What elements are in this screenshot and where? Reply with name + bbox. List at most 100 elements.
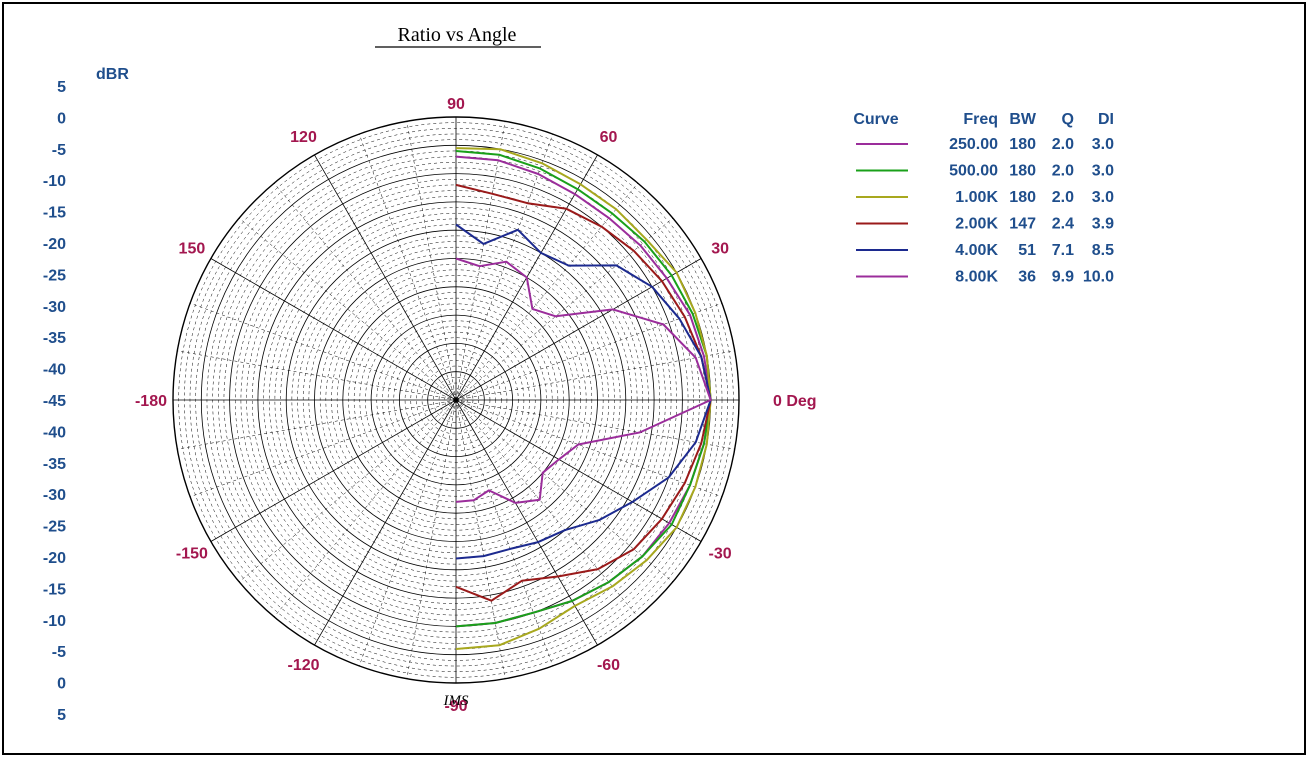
- radial-tick-label: -35: [43, 456, 66, 473]
- legend-q: 2.0: [1052, 189, 1074, 206]
- legend-header: Freq: [963, 111, 998, 128]
- angle-label: -120: [287, 657, 319, 674]
- legend-freq: 4.00K: [955, 242, 998, 259]
- radial-unit-label: dBR: [96, 66, 129, 83]
- legend-freq: 1.00K: [955, 189, 998, 206]
- angle-label: 90: [447, 96, 465, 113]
- spoke-minor: [358, 133, 457, 401]
- angle-label: -30: [709, 546, 732, 563]
- spoke-major: [314, 399, 457, 646]
- spoke-minor: [177, 399, 457, 450]
- radial-tick-label: -25: [43, 267, 66, 284]
- legend-freq: 8.00K: [955, 269, 998, 286]
- legend-table: Curve Freq BW Q DI 250.00 180 2.0 3.0 500.00 180 2.…: [853, 111, 1114, 286]
- curve-500.00: [455, 150, 712, 628]
- legend-di: 10.0: [1083, 269, 1114, 286]
- radial-tick-label: -10: [43, 173, 66, 190]
- curve-2.00K: [455, 183, 712, 602]
- polar-chart: Ratio vs Angle 0 Deg306090120150-180-150…: [43, 24, 1114, 724]
- spoke-minor: [455, 399, 639, 617]
- radial-tick-label: -5: [52, 644, 66, 661]
- angle-label: -180: [135, 393, 167, 410]
- spoke-minor: [358, 399, 457, 667]
- angle-label: 30: [711, 241, 729, 258]
- spoke-minor: [239, 217, 457, 401]
- angle-label: -150: [176, 546, 208, 563]
- legend-q: 2.0: [1052, 136, 1074, 153]
- spoke-minor: [406, 121, 457, 401]
- spoke-minor: [455, 302, 723, 401]
- spoke-minor: [455, 183, 639, 401]
- angle-label: 0 Deg: [773, 393, 817, 410]
- legend-di: 3.0: [1092, 136, 1114, 153]
- radial-tick-label: 0: [57, 110, 66, 127]
- radial-tick-label: 0: [57, 676, 66, 693]
- radial-tick-label: -40: [43, 362, 66, 379]
- spoke-minor: [273, 183, 457, 401]
- spoke-minor: [189, 399, 457, 498]
- curve-1.00K: [455, 147, 712, 650]
- legend-freq: 2.00K: [955, 216, 998, 233]
- legend-bw: 36: [1018, 269, 1036, 286]
- spoke-minor: [455, 133, 554, 401]
- radial-tick-label: -5: [52, 142, 66, 159]
- legend-header: Curve: [853, 111, 898, 128]
- angle-label: 60: [600, 129, 618, 146]
- spoke-minor: [273, 399, 457, 617]
- watermark: IMS: [443, 693, 469, 709]
- curves: [455, 147, 712, 650]
- radial-tick-label: -20: [43, 236, 66, 253]
- axis-labels: 0 Deg 30 60 90 120 150 -180 -150 -120 -90 -60 -30: [135, 96, 817, 715]
- radial-tick-label: -45: [43, 393, 66, 410]
- radial-tick-label: -35: [43, 330, 66, 347]
- legend-bw: 180: [1009, 189, 1036, 206]
- spoke-minor: [455, 399, 723, 498]
- legend-freq: 500.00: [949, 163, 998, 180]
- radial-tick-label: -20: [43, 550, 66, 567]
- curve-8.00K: [455, 257, 712, 504]
- curve-250.00: [455, 155, 712, 628]
- spoke-minor: [455, 217, 673, 401]
- spoke-minor: [406, 399, 457, 679]
- spoke-minor: [239, 399, 457, 583]
- legend-header: BW: [1009, 111, 1037, 128]
- legend-bw: 180: [1009, 163, 1036, 180]
- legend-q: 9.9: [1052, 269, 1074, 286]
- legend-header: Q: [1062, 111, 1074, 128]
- radial-tick-label: 5: [57, 707, 66, 724]
- spoke-minor: [189, 302, 457, 401]
- spoke-major: [455, 399, 598, 646]
- legend-di: 3.0: [1092, 163, 1114, 180]
- spoke-minor: [455, 399, 735, 450]
- spoke-minor: [455, 399, 673, 583]
- angle-label: 120: [290, 129, 317, 146]
- legend-di: 8.5: [1092, 242, 1114, 259]
- angle-label: -60: [597, 657, 620, 674]
- spoke-major: [314, 154, 457, 401]
- angle-label: 150: [179, 241, 206, 258]
- spoke-major: [455, 258, 702, 401]
- spoke-minor: [455, 399, 554, 667]
- spoke-major: [455, 399, 702, 542]
- legend-header: DI: [1098, 111, 1114, 128]
- radial-tick-label: -40: [43, 424, 66, 441]
- legend-freq: 250.00: [949, 136, 998, 153]
- radial-tick-label: -15: [43, 581, 66, 598]
- legend-q: 7.1: [1052, 242, 1074, 259]
- legend-di: 3.0: [1092, 189, 1114, 206]
- spoke-minor: [455, 121, 506, 401]
- legend-di: 3.9: [1092, 216, 1114, 233]
- radial-tick-label: -10: [43, 613, 66, 630]
- radial-tick-label: -30: [43, 299, 66, 316]
- spoke-minor: [177, 350, 457, 401]
- legend-bw: 51: [1018, 242, 1036, 259]
- chart-title: Ratio vs Angle: [398, 24, 517, 46]
- legend-q: 2.4: [1052, 216, 1074, 233]
- radial-tick-label: -25: [43, 519, 66, 536]
- polar-grid: [172, 116, 740, 684]
- angle-label: -90: [444, 698, 467, 715]
- spoke-minor: [455, 399, 506, 679]
- radial-tick-label: -30: [43, 487, 66, 504]
- radial-tick-label: 5: [57, 79, 66, 96]
- radial-tick-label: -15: [43, 205, 66, 222]
